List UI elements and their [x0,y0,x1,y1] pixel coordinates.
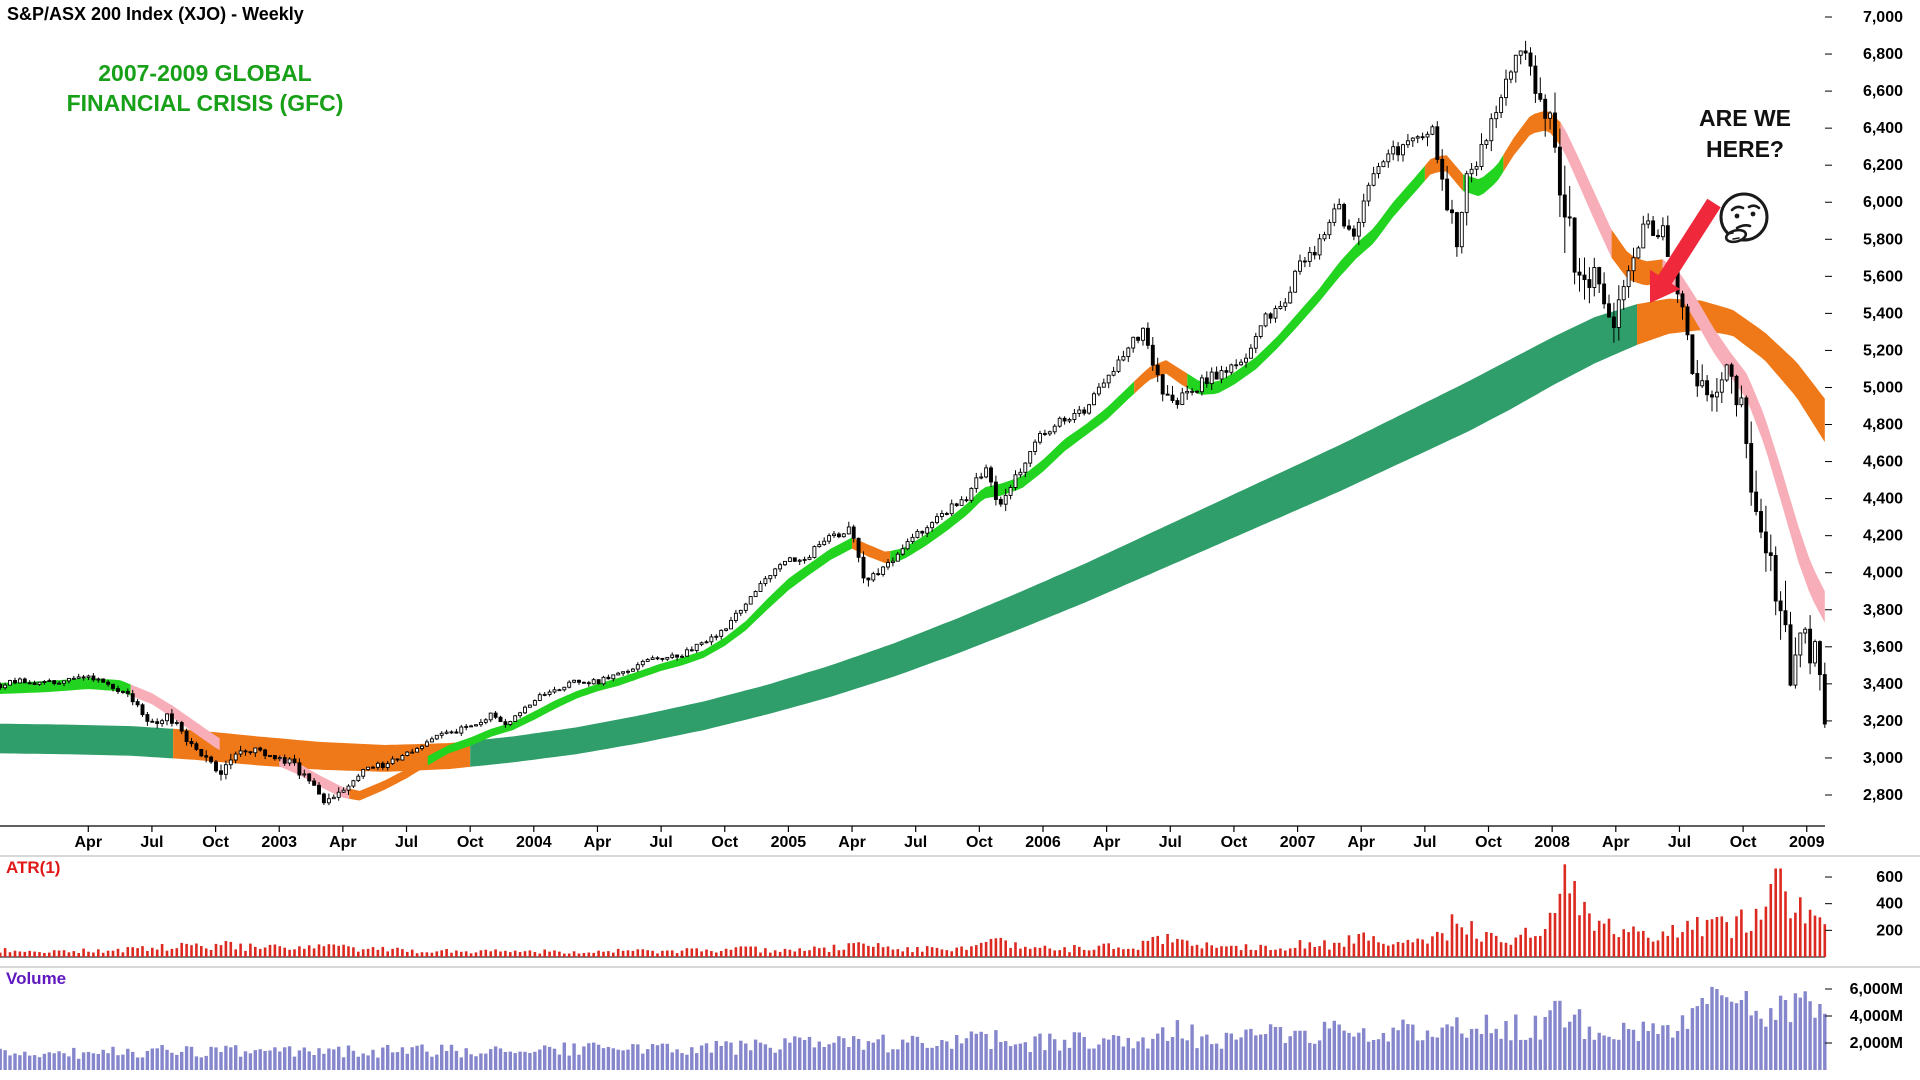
svg-text:Apr: Apr [838,834,866,851]
emoji-mouth [1735,224,1752,230]
candlestick-series [0,40,1827,806]
svg-text:2003: 2003 [261,834,297,851]
svg-text:3,800: 3,800 [1863,602,1903,619]
svg-text:Jul: Jul [650,834,673,851]
svg-text:Apr: Apr [584,834,612,851]
svg-text:Apr: Apr [75,834,103,851]
svg-text:6,000M: 6,000M [1850,981,1903,998]
svg-text:Apr: Apr [1093,834,1121,851]
atr-panel-label: ATR(1) [6,858,61,877]
svg-text:4,400: 4,400 [1863,491,1903,508]
svg-text:600: 600 [1876,869,1903,886]
chart-title: S&P/ASX 200 Index (XJO) - Weekly [7,4,304,24]
red-arrow-annotation [1649,198,1721,303]
volume-panel-label: Volume [6,969,67,988]
svg-text:4,800: 4,800 [1863,417,1903,434]
svg-text:7,000: 7,000 [1863,9,1903,26]
emoji-right-brow [1747,204,1761,210]
emoji-left-brow [1730,205,1745,212]
svg-text:6,200: 6,200 [1863,157,1903,174]
svg-text:400: 400 [1876,896,1903,913]
svg-text:5,600: 5,600 [1863,268,1903,285]
volume-bars [0,986,1827,1070]
fast-ma-ribbon [0,110,1825,801]
thinking-face-emoji [1719,192,1769,244]
svg-text:2009: 2009 [1789,834,1825,851]
svg-text:4,200: 4,200 [1863,528,1903,545]
svg-text:200: 200 [1876,922,1903,939]
svg-text:6,600: 6,600 [1863,83,1903,100]
svg-text:Apr: Apr [1347,834,1375,851]
svg-text:2008: 2008 [1534,834,1570,851]
gfc-line2: FINANCIAL CRISIS (GFC) [66,90,344,117]
svg-text:5,800: 5,800 [1863,231,1903,248]
svg-text:Oct: Oct [1730,834,1757,851]
svg-text:Oct: Oct [457,834,484,851]
svg-text:3,200: 3,200 [1863,713,1903,730]
svg-text:2004: 2004 [516,834,552,851]
svg-text:6,400: 6,400 [1863,120,1903,137]
price-axis: 7,000 6,800 6,600 6,400 6,200 6,000 5,800 5,600… [1825,9,1903,804]
svg-text:Apr: Apr [1602,834,1630,851]
volume-axis: 6,000M 4,000M 2,000M [1825,981,1903,1052]
svg-text:3,600: 3,600 [1863,639,1903,656]
are-we-here-annotation: ARE WE HERE? [1656,103,1834,165]
svg-text:5,000: 5,000 [1863,379,1903,396]
svg-text:Jul: Jul [1413,834,1436,851]
are-we-here-line2: HERE? [1706,136,1784,163]
svg-text:Jul: Jul [395,834,418,851]
emoji-left-eye [1734,213,1740,219]
svg-text:Oct: Oct [202,834,229,851]
svg-text:2007: 2007 [1280,834,1316,851]
are-we-here-line1: ARE WE [1699,105,1791,131]
svg-text:4,000: 4,000 [1863,565,1903,582]
svg-text:Apr: Apr [329,834,357,851]
svg-text:Oct: Oct [1221,834,1248,851]
emoji-right-eye [1750,211,1756,217]
svg-text:Jul: Jul [1668,834,1691,851]
svg-text:Oct: Oct [1475,834,1502,851]
svg-text:Oct: Oct [711,834,738,851]
svg-text:Jul: Jul [1159,834,1182,851]
svg-text:2006: 2006 [1025,834,1061,851]
svg-text:5,200: 5,200 [1863,342,1903,359]
x-axis: Apr Jul Oct 2003 Apr Jul Oct 2004 Apr Jul Oct 2005 A… [0,825,1825,851]
atr-bars [0,864,1827,957]
red-arrow-shape [1649,198,1721,303]
svg-text:Jul: Jul [140,834,163,851]
svg-text:2005: 2005 [771,834,807,851]
panel-separators [0,855,1920,968]
svg-text:3,400: 3,400 [1863,676,1903,693]
emoji-fingers [1727,232,1740,240]
svg-text:Oct: Oct [966,834,993,851]
svg-text:Jul: Jul [904,834,927,851]
gfc-line1: 2007-2009 GLOBAL [98,60,312,86]
svg-text:2,000M: 2,000M [1850,1035,1903,1052]
svg-text:4,600: 4,600 [1863,454,1903,471]
svg-text:6,800: 6,800 [1863,46,1903,63]
svg-text:4,000M: 4,000M [1850,1008,1903,1025]
svg-text:5,400: 5,400 [1863,305,1903,322]
svg-text:3,000: 3,000 [1863,750,1903,767]
svg-text:2,800: 2,800 [1863,787,1903,804]
atr-axis: 600 400 200 [1825,869,1903,939]
gfc-annotation: 2007-2009 GLOBAL FINANCIAL CRISIS (GFC) [40,58,370,119]
svg-text:6,000: 6,000 [1863,194,1903,211]
